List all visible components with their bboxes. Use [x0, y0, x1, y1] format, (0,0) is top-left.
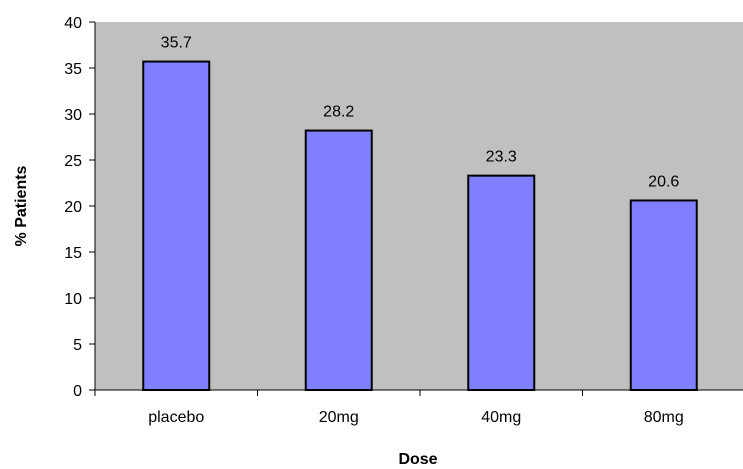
- bars: [142, 60, 698, 392]
- data-label: 20.6: [648, 173, 679, 190]
- category-label: placebo: [148, 409, 204, 426]
- data-label: 35.7: [161, 35, 192, 52]
- y-tick-label: 30: [64, 107, 82, 124]
- bar-20mg: [304, 129, 373, 391]
- bar-40mg: [467, 174, 536, 391]
- y-tick-label: 15: [64, 245, 82, 262]
- y-tick-label: 35: [64, 61, 82, 78]
- data-label: 28.2: [323, 104, 354, 121]
- y-tick-label: 0: [73, 383, 82, 400]
- y-axis-title: % Patients: [13, 165, 30, 246]
- y-tick-label: 40: [64, 15, 82, 32]
- category-label: 80mg: [644, 409, 684, 426]
- bar-80mg: [629, 199, 698, 391]
- y-tick-label: 20: [64, 199, 82, 216]
- data-label: 23.3: [486, 149, 517, 166]
- bar-placebo: [142, 60, 211, 392]
- category-label: 20mg: [319, 409, 359, 426]
- y-tick-label: 10: [64, 291, 82, 308]
- y-tick-label: 5: [73, 337, 82, 354]
- y-axis-ticks: 0 5 10 15 20 25 30 35 40: [64, 15, 95, 400]
- y-tick-label: 25: [64, 153, 82, 170]
- data-labels: 35.7 28.2 23.3 20.6: [161, 35, 680, 191]
- x-axis-ticks: [94, 390, 583, 396]
- category-labels: placebo 20mg 40mg 80mg: [148, 409, 684, 426]
- x-axis-title: Dose: [398, 451, 437, 468]
- category-label: 40mg: [481, 409, 521, 426]
